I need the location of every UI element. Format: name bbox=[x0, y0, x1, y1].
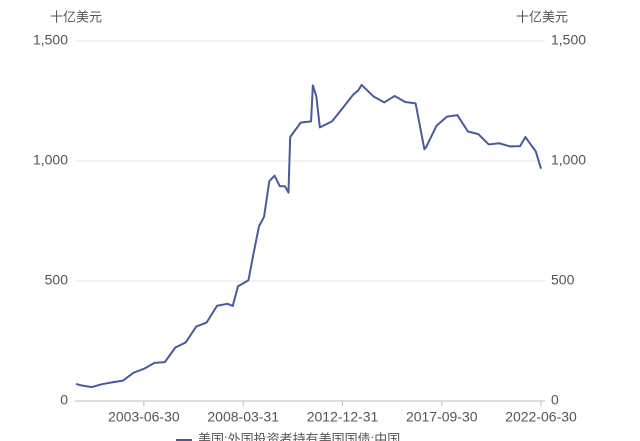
y-tick-label: 1,500 bbox=[33, 32, 68, 48]
y2-tick-label: 1,500 bbox=[551, 32, 586, 48]
x-tick-label: 2003-06-30 bbox=[108, 409, 180, 425]
data-line bbox=[75, 83, 542, 389]
x-tick-label: 2017-09-30 bbox=[406, 409, 478, 425]
y-unit: 十亿美元 bbox=[50, 9, 102, 24]
x-tick-label: 2008-03-31 bbox=[207, 409, 279, 425]
y-tick-label: 500 bbox=[45, 272, 69, 288]
legend-label: 美国:外国投资者持有美国国债:中国 bbox=[198, 431, 400, 441]
y2-tick-label: 0 bbox=[551, 392, 559, 408]
y2-tick-label: 1,000 bbox=[551, 152, 586, 168]
y2-tick-label: 500 bbox=[551, 272, 575, 288]
y2-unit: 十亿美元 bbox=[516, 9, 568, 24]
y-tick-label: 0 bbox=[60, 392, 68, 408]
y-tick-label: 1,000 bbox=[33, 152, 68, 168]
x-tick-label: 2012-12-31 bbox=[307, 409, 379, 425]
x-tick-label: 2022-06-30 bbox=[505, 409, 577, 425]
